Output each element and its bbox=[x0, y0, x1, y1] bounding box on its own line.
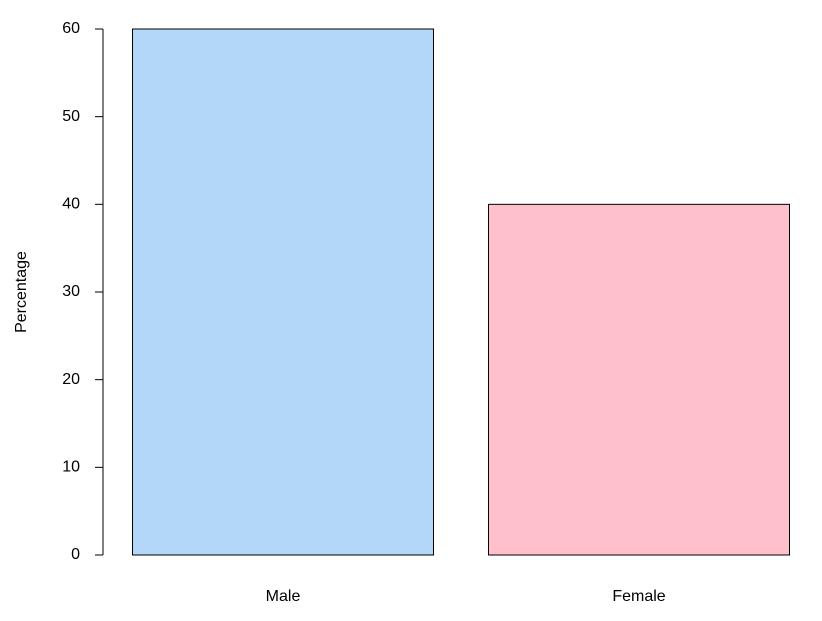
y-tick-label: 60 bbox=[62, 20, 80, 37]
y-tick-label: 20 bbox=[62, 371, 80, 388]
y-tick-label: 50 bbox=[62, 108, 80, 125]
bar bbox=[132, 28, 434, 556]
bar bbox=[488, 203, 790, 556]
y-tick-label: 10 bbox=[62, 459, 80, 476]
y-tick-label: 30 bbox=[62, 283, 80, 300]
y-tick-label: 0 bbox=[71, 546, 80, 563]
x-tick-label: Male bbox=[266, 588, 301, 605]
y-axis-label: Percentage bbox=[13, 251, 30, 333]
x-tick-label: Female bbox=[612, 588, 665, 605]
y-tick-label: 40 bbox=[62, 196, 80, 213]
